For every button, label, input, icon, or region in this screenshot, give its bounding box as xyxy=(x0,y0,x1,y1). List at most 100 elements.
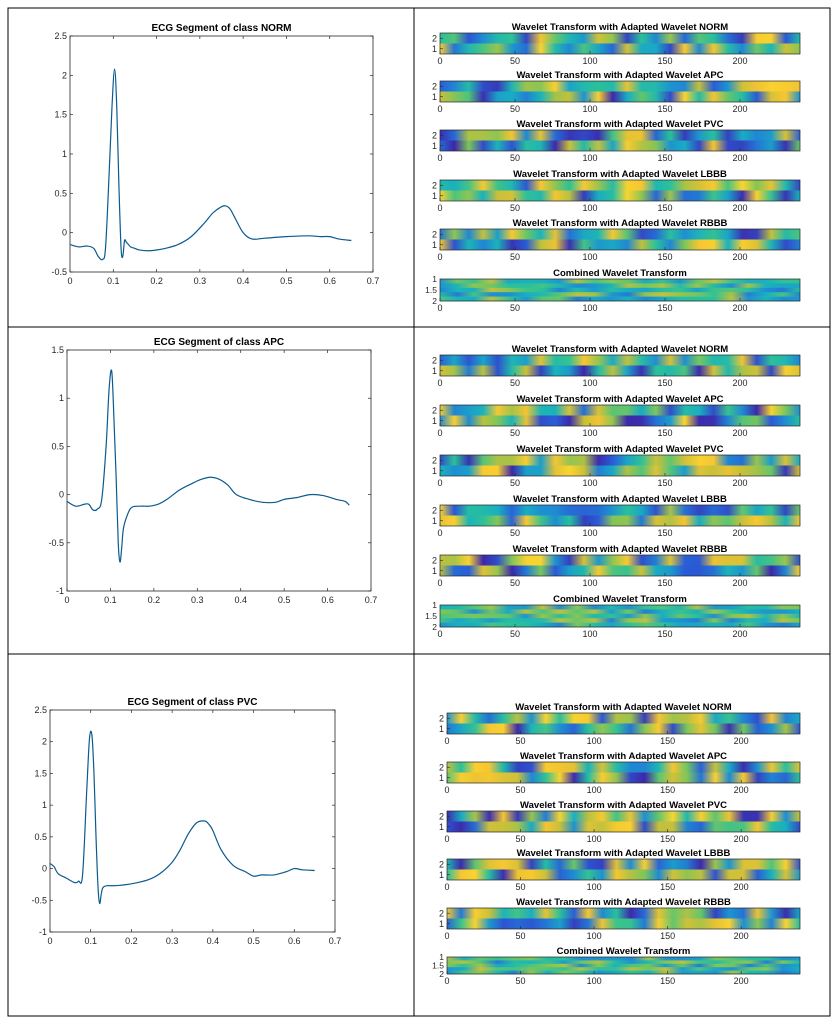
y-tick-label: 1 xyxy=(432,516,437,526)
x-tick-label: 0 xyxy=(437,104,442,114)
axes-box xyxy=(439,80,801,103)
y-tick-label: 1 xyxy=(62,149,67,159)
heatmap-band xyxy=(447,970,800,975)
x-tick-label: 100 xyxy=(582,56,597,66)
heatmap-band xyxy=(440,130,800,141)
heatmap-band xyxy=(440,515,800,526)
y-tick-label: 2 xyxy=(432,455,437,465)
axes-box xyxy=(439,32,801,55)
y-tick-label: 2 xyxy=(432,229,437,239)
plot-title: Wavelet Transform with Adapted Wavelet N… xyxy=(512,344,729,355)
x-tick-label: 200 xyxy=(732,578,747,588)
heatmap-band xyxy=(440,229,800,240)
x-tick-label: 0.3 xyxy=(194,276,207,286)
x-tick-label: 0.7 xyxy=(365,595,378,605)
heatmap-band xyxy=(447,918,800,929)
wavelet-plot: Wavelet Transform with Adapted Wavelet R… xyxy=(432,544,801,588)
heatmap-band xyxy=(440,605,800,610)
wavelet-plot: Wavelet Transform with Adapted Wavelet L… xyxy=(439,848,801,892)
heatmap-band xyxy=(440,622,800,628)
plot-title: Wavelet Transform with Adapted Wavelet R… xyxy=(513,544,728,555)
heatmap-band xyxy=(440,292,800,297)
x-tick-label: 50 xyxy=(510,56,520,66)
heatmap-band xyxy=(440,465,800,476)
x-tick-label: 150 xyxy=(657,203,672,213)
x-tick-label: 50 xyxy=(516,785,526,795)
y-tick-label: -1 xyxy=(39,927,47,937)
x-tick-label: 0 xyxy=(444,736,449,746)
x-tick-label: 50 xyxy=(516,882,526,892)
plot-title: Wavelet Transform with Adapted Wavelet L… xyxy=(513,169,727,180)
x-tick-label: 50 xyxy=(510,153,520,163)
ecg-series-line xyxy=(69,68,352,261)
x-tick-label: 100 xyxy=(587,976,602,986)
heatmap-band xyxy=(440,140,800,151)
axes-box xyxy=(439,179,801,202)
x-tick-label: 200 xyxy=(732,153,747,163)
heatmap-band xyxy=(447,960,800,965)
y-tick-label: 2 xyxy=(432,130,437,140)
x-tick-label: 100 xyxy=(587,736,602,746)
x-tick-label: 0.5 xyxy=(247,936,260,946)
y-tick-label: 2 xyxy=(439,908,444,918)
x-tick-label: 0.1 xyxy=(84,936,97,946)
y-tick-label: 1.5 xyxy=(34,768,47,778)
heatmap-band xyxy=(440,296,800,302)
x-tick-label: 0.1 xyxy=(107,276,120,286)
ecg-series-line xyxy=(49,730,315,905)
y-tick-label: 1 xyxy=(432,240,437,250)
x-tick-label: 200 xyxy=(732,629,747,639)
y-tick-label: 0.5 xyxy=(51,441,64,451)
heatmap-band xyxy=(440,180,800,191)
x-tick-label: 200 xyxy=(732,303,747,313)
x-tick-label: 150 xyxy=(660,834,675,844)
wavelet-plot: Wavelet Transform with Adapted Wavelet A… xyxy=(432,394,801,438)
x-tick-label: 50 xyxy=(510,478,520,488)
y-tick-label: 1 xyxy=(42,800,47,810)
wavelet-plot: Wavelet Transform with Adapted Wavelet N… xyxy=(439,702,801,746)
wavelet-plot: Wavelet Transform with Adapted Wavelet N… xyxy=(432,22,801,66)
x-tick-label: 100 xyxy=(582,528,597,538)
x-tick-label: 0 xyxy=(444,785,449,795)
ecg-series-line xyxy=(66,369,350,563)
x-tick-label: 150 xyxy=(657,303,672,313)
x-tick-label: 150 xyxy=(657,153,672,163)
y-tick-label: 2 xyxy=(439,713,444,723)
axes-box xyxy=(66,349,372,592)
heatmap-band xyxy=(440,613,800,619)
x-tick-label: 200 xyxy=(734,834,749,844)
y-tick-label: 1 xyxy=(432,566,437,576)
x-tick-label: 50 xyxy=(510,378,520,388)
x-tick-label: 0 xyxy=(444,834,449,844)
y-tick-label: 2 xyxy=(42,737,47,747)
x-tick-label: 0 xyxy=(437,378,442,388)
y-tick-label: 2 xyxy=(62,70,67,80)
axes-box xyxy=(439,454,801,477)
heatmap-band xyxy=(440,555,800,566)
heatmap-band xyxy=(440,43,800,54)
plot-title: Wavelet Transform with Adapted Wavelet N… xyxy=(515,702,732,713)
axes-box xyxy=(439,504,801,527)
plot-title: Combined Wavelet Transform xyxy=(557,946,691,957)
y-tick-label: 1 xyxy=(59,393,64,403)
plot-title: Wavelet Transform with Adapted Wavelet P… xyxy=(517,444,724,455)
heatmap-band xyxy=(440,355,800,366)
x-tick-label: 200 xyxy=(732,203,747,213)
heatmap-band xyxy=(440,365,800,376)
heatmap-band xyxy=(447,713,800,724)
plot-title: Combined Wavelet Transform xyxy=(553,594,687,605)
ecg-plot: ECG Segment of class PVC 0 0.1 0.2 0.3 0.4 0.5… xyxy=(31,697,341,946)
y-tick-label: 1 xyxy=(432,191,437,201)
y-tick-label: 1 xyxy=(432,416,437,426)
y-tick-label: 1 xyxy=(432,274,437,284)
plot-title: ECG Segment of class NORM xyxy=(151,23,291,34)
plot-title: Wavelet Transform with Adapted Wavelet N… xyxy=(512,22,729,33)
heatmap-band xyxy=(447,772,800,783)
x-tick-label: 100 xyxy=(582,578,597,588)
x-tick-label: 200 xyxy=(732,528,747,538)
plot-title: ECG Segment of class PVC xyxy=(127,697,257,708)
heatmap-band xyxy=(447,963,800,968)
y-tick-label: 2 xyxy=(439,969,444,979)
x-tick-label: 150 xyxy=(660,882,675,892)
